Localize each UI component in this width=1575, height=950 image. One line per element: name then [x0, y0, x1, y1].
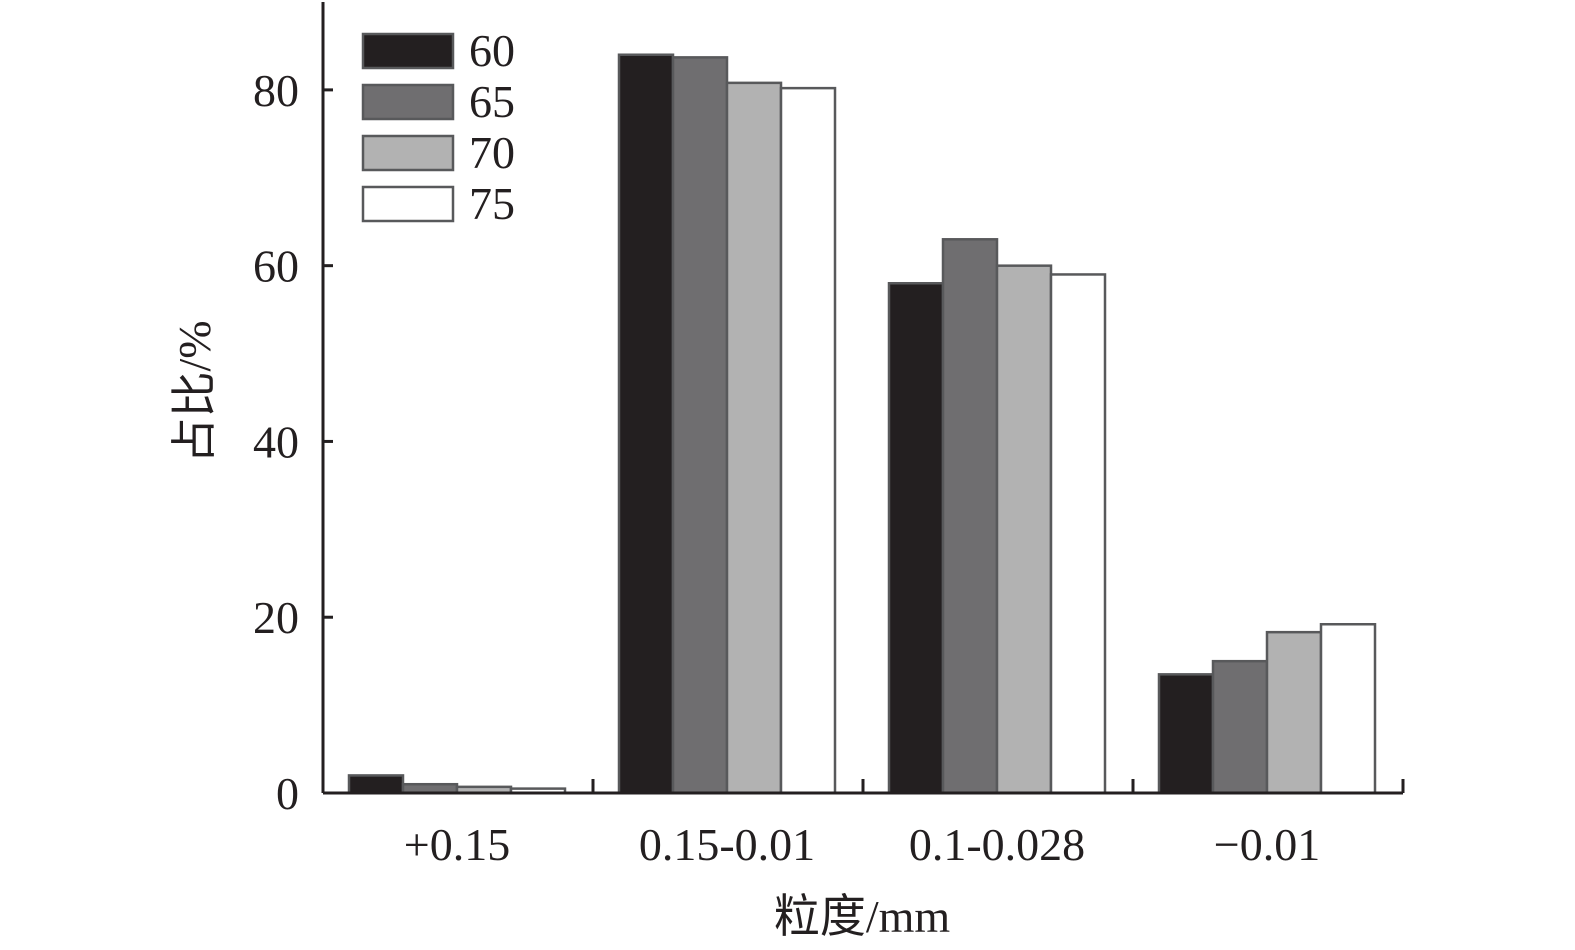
bar-75-1: [779, 86, 837, 795]
bars-group: [347, 53, 1377, 795]
bar-70-2: [995, 264, 1053, 795]
y-tick-label: 40: [253, 416, 299, 467]
bar-70-3: [1265, 630, 1323, 795]
bar-60-1: [617, 53, 675, 795]
bar-60-2: [887, 281, 945, 795]
y-tick-label: 80: [253, 65, 299, 116]
y-tick-label: 0: [276, 768, 299, 819]
x-categories-group: +0.15 0.15-0.01 0.1-0.028 −0.01: [404, 779, 1405, 870]
bar-75-2: [1049, 273, 1107, 795]
y-tick-label: 60: [253, 241, 299, 292]
x-axis-title: 粒度/mm: [774, 891, 951, 942]
x-category-label: 0.1-0.028: [909, 819, 1085, 870]
legend-swatch-65: [361, 83, 455, 121]
bar-65-2: [941, 238, 999, 795]
legend-swatch-60: [361, 32, 455, 70]
bar-65-1: [671, 56, 729, 795]
legend-label-70: 70: [469, 127, 515, 178]
legend-swatch-70: [361, 134, 455, 172]
y-axis-title: 占比/%: [169, 320, 220, 463]
x-category-label: 0.15-0.01: [639, 819, 815, 870]
legend-label-60: 60: [469, 25, 515, 76]
y-tick-label: 20: [253, 592, 299, 643]
bar-60-0: [347, 774, 405, 795]
legend-label-65: 65: [469, 76, 515, 127]
bar-70-1: [725, 81, 783, 795]
legend-swatch-75: [361, 185, 455, 223]
bar-75-3: [1319, 623, 1377, 795]
y-ticks-group: 0 20 40 60 80: [253, 65, 333, 819]
bar-65-3: [1211, 659, 1269, 795]
legend-label-75: 75: [469, 178, 515, 229]
bar-60-3: [1157, 673, 1215, 795]
x-category-label: −0.01: [1214, 819, 1320, 870]
x-category-label: +0.15: [404, 819, 510, 870]
